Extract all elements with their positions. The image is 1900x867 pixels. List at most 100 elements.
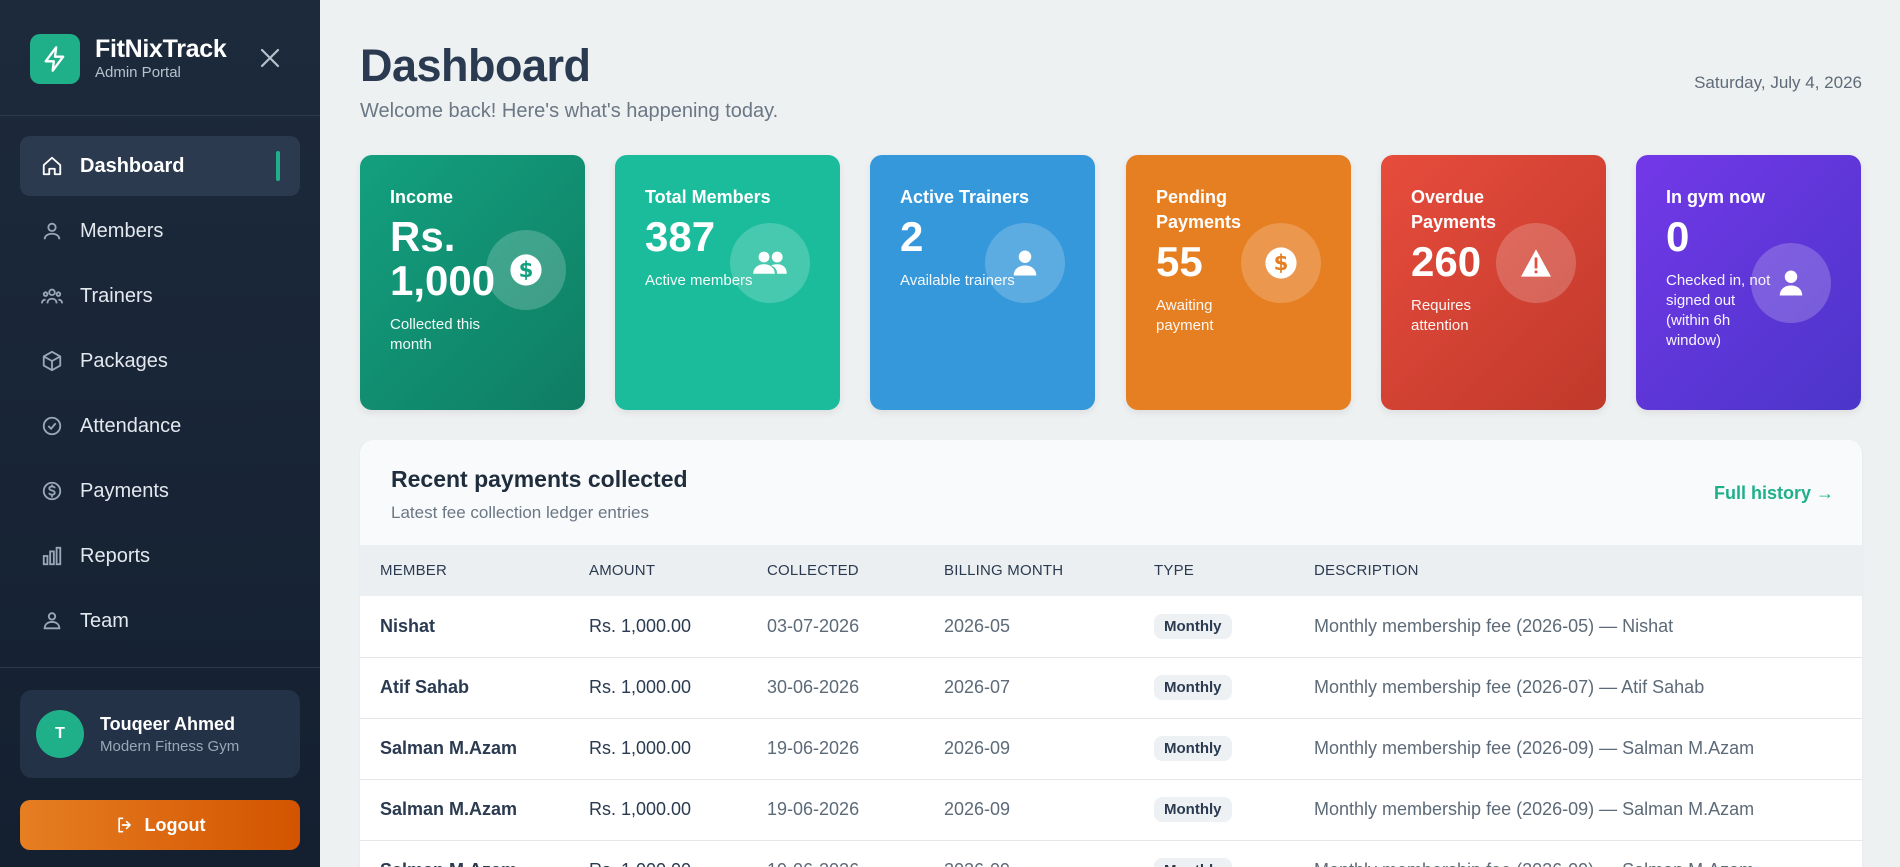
type-cell: Monthly [1154,779,1314,841]
amount-cell: Rs. 1,000.00 [589,718,767,780]
recent-payments-panel: Recent payments collected Latest fee col… [360,440,1862,867]
sidebar-item-label: Team [80,609,129,632]
column-header[interactable]: DESCRIPTION [1314,545,1862,596]
page-title: Dashboard [360,40,591,91]
column-header[interactable]: COLLECTED [767,545,944,596]
member-cell: Salman M.Azam [360,779,589,841]
column-header[interactable]: BILLING MONTH [944,545,1154,596]
collected-cell: 19-06-2026 [767,840,944,867]
table-row[interactable]: Nishat Rs. 1,000.00 03-07-2026 2026-05 M… [360,596,1862,658]
sidebar-nav: Dashboard Members Trainers Packages Atte… [20,136,300,656]
card-note: Requires attention [1411,297,1472,334]
income-card[interactable]: Income Rs. 1,000 Collected this month $ [360,155,585,410]
table-row[interactable]: Salman M.Azam Rs. 1,000.00 19-06-2026 20… [360,718,1862,780]
billing-month-cell: 2026-05 [944,596,1154,658]
close-icon[interactable] [258,46,282,70]
logout-button[interactable]: Logout [20,800,300,850]
svg-text:$: $ [1274,251,1289,276]
overdue-payments-card[interactable]: Overdue Payments 260 Requires attention [1381,155,1606,410]
member-cell: Atif Sahab [360,657,589,719]
card-note: Awaiting payment [1156,297,1214,334]
payments-table: MEMBER AMOUNT COLLECTED BILLING MONTH TY… [360,545,1862,867]
column-header[interactable]: AMOUNT [589,545,767,596]
collected-cell: 19-06-2026 [767,779,944,841]
user-icon [1751,243,1831,323]
dollar-icon: $ [1241,223,1321,303]
sidebar-item-payments[interactable]: Payments [20,461,300,521]
collected-cell: 19-06-2026 [767,718,944,780]
sidebar-item-attendance[interactable]: Attendance [20,396,300,456]
card-label: Active Trainers [900,187,1030,207]
divider [0,667,320,668]
card-label: Overdue Payments [1411,187,1497,232]
sidebar-item-packages[interactable]: Packages [20,331,300,391]
in-gym-card[interactable]: In gym now 0 Checked in, not signed out … [1636,155,1861,410]
member-cell: Salman M.Azam [360,718,589,780]
dollar-icon: $ [486,230,566,310]
sidebar-item-reports[interactable]: Reports [20,526,300,586]
billing-month-cell: 2026-09 [944,718,1154,780]
card-label: In gym now [1666,187,1765,207]
description-cell: Monthly membership fee (2026-05) — Nisha… [1314,596,1862,658]
pending-payments-card[interactable]: Pending Payments 55 Awaiting payment $ [1126,155,1351,410]
warning-icon [1496,223,1576,303]
user-name: Touqeer Ahmed [100,713,236,734]
sidebar-item-label: Members [80,219,164,242]
card-label: Pending Payments [1156,187,1242,232]
column-header[interactable]: TYPE [1154,545,1314,596]
card-note: Checked in, not signed out (within 6h wi… [1666,272,1771,349]
billing-month-cell: 2026-09 [944,779,1154,841]
full-history-link[interactable]: Full history → [1713,483,1834,503]
card-label: Total Members [645,187,771,207]
card-value: 2 [900,213,924,260]
table-row[interactable]: Salman M.Azam Rs. 1,000.00 19-06-2026 20… [360,840,1862,867]
card-note: Collected this month [390,316,481,353]
description-cell: Monthly membership fee (2026-09) — Salma… [1314,718,1862,780]
card-label: Income [390,187,454,207]
description-cell: Monthly membership fee (2026-07) — Atif … [1314,657,1862,719]
total-members-card[interactable]: Total Members 387 Active members [615,155,840,410]
check-circle-icon [40,414,64,438]
table-row[interactable]: Atif Sahab Rs. 1,000.00 30-06-2026 2026-… [360,657,1862,719]
collected-cell: 30-06-2026 [767,657,944,719]
sidebar-item-label: Reports [80,544,151,567]
sidebar-item-label: Dashboard [80,154,185,177]
amount-cell: Rs. 1,000.00 [589,779,767,841]
card-value: 260 [1411,238,1482,285]
home-icon [40,154,64,178]
user-icon [985,223,1065,303]
group-icon [40,284,64,308]
table-header-row: MEMBER AMOUNT COLLECTED BILLING MONTH TY… [360,545,1862,596]
panel-title: Recent payments collected [391,466,688,492]
page-subtitle: Welcome back! Here's what's happening to… [360,100,779,122]
card-note: Available trainers [900,272,1015,289]
description-cell: Monthly membership fee (2026-09) — Salma… [1314,779,1862,841]
billing-month-cell: 2026-09 [944,840,1154,867]
sidebar: FitNixTrack Admin Portal Dashboard Membe… [0,0,320,867]
amount-cell: Rs. 1,000.00 [589,657,767,719]
stat-cards: Income Rs. 1,000 Collected this month $ … [360,155,1862,410]
dollar-circle-icon [40,479,64,503]
table-row[interactable]: Salman M.Azam Rs. 1,000.00 19-06-2026 20… [360,779,1862,841]
column-header[interactable]: MEMBER [360,545,589,596]
sidebar-item-label: Trainers [80,284,153,307]
amount-cell: Rs. 1,000.00 [589,596,767,658]
user-card[interactable]: T Touqeer Ahmed Modern Fitness Gym [20,690,300,778]
divider [0,115,320,116]
sidebar-item-dashboard[interactable]: Dashboard [20,136,300,196]
type-cell: Monthly [1154,718,1314,780]
active-trainers-card[interactable]: Active Trainers 2 Available trainers [870,155,1095,410]
type-badge: Monthly [1154,858,1232,867]
type-cell: Monthly [1154,840,1314,867]
sidebar-item-label: Attendance [80,414,182,437]
sidebar-item-trainers[interactable]: Trainers [20,266,300,326]
sidebar-item-team[interactable]: Team [20,591,300,651]
brand-name: FitNixTrack [95,35,227,63]
logout-label: Logout [144,814,206,835]
type-cell: Monthly [1154,657,1314,719]
current-date: Saturday, July 4, 2026 [1694,73,1862,92]
card-value: Rs. 1,000 [390,213,496,304]
collected-cell: 03-07-2026 [767,596,944,658]
sidebar-item-members[interactable]: Members [20,201,300,261]
type-badge: Monthly [1154,613,1232,639]
